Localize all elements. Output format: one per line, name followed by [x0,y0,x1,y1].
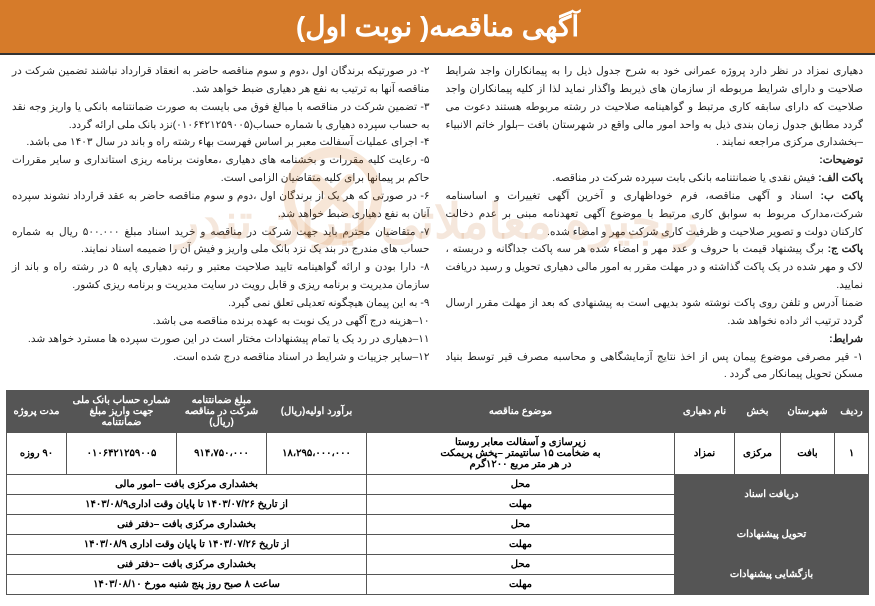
tables-section: ردیف شهرستان بخش نام دهیاری موضوع مناقصه… [0,390,875,601]
sched-val: ساعت ۸ صبح روز پنج شنبه مورخ ۱۴۰۳/۰۸/۱۰ [7,575,367,595]
condition-6: ۶- در صورتی که هر یک از برندگان اول ،دوم… [12,188,430,224]
sched-sub: مهلت [367,575,675,595]
intro-text: دهیاری نمزاد در نظر دارد پروژه عمرانی خو… [446,63,864,152]
th-account: شماره حساب بانک ملی جهت واریز مبلغ ضمانت… [67,391,177,433]
th-district: بخش [735,391,781,433]
cell-subject: زیرسازی و آسفالت معابر روستا به ضخامت ۱۵… [367,433,675,475]
packet-a-text: فیش نقدی یا ضمانتنامه بانکی بابت سپرده ش… [552,172,815,184]
condition-11: ۱۱–دهیاری در رد یک یا تمام پیشنهادات مخت… [12,331,430,349]
sched-val: از تاریخ ۱۴۰۳/۰۷/۲۶ تا پایان وقت اداری۱۴… [7,495,367,515]
th-subject: موضوع مناقصه [367,391,675,433]
sched-sub: محل [367,555,675,575]
cell-duration: ۹۰ روزه [7,433,67,475]
cell-village: نمزاد [675,433,735,475]
cell-district: مرکزی [735,433,781,475]
packet-b-label: پاکت ب: [821,190,863,202]
cell-estimate: ۱۸،۲۹۵،۰۰۰،۰۰۰ [267,433,367,475]
schedule-label-3: بازگشایی پیشنهادات [675,555,869,595]
packet-note: ضمنا آدرس و تلفن روی پاکت نوشته شود بدیه… [446,295,864,331]
packet-c-label: پاکت ج: [828,243,863,255]
main-tender-table: ردیف شهرستان بخش نام دهیاری موضوع مناقصه… [6,390,869,595]
condition-12: ۱۲–سایر جزییات و شرایط در اسناد مناقصه د… [12,349,430,367]
sched-val: بخشداری مرکزی بافت –دفتر فنی [7,515,367,535]
condition-2: ۲- در صورتیکه برندگان اول ،دوم و سوم منا… [12,63,430,99]
cell-num: ۱ [835,433,869,475]
sched-val: بخشداری مرکزی بافت –امور مالی [7,475,367,495]
schedule-label-1: دریافت اسناد [675,475,869,515]
conditions-label: شرایط: [829,333,863,345]
condition-4: ۴- اجرای عملیات آسفالت معبر بر اساس فهرس… [12,134,430,152]
schedule-row: بازگشایی پیشنهادات محل بخشداری مرکزی باف… [7,555,869,575]
table-row: ۱ بافت مرکزی نمزاد زیرسازی و آسفالت معاب… [7,433,869,475]
sched-val: بخشداری مرکزی بافت –دفتر فنی [7,555,367,575]
packet-b-text: اسناد و آگهی مناقصه، فرم خوداظهاری و آخر… [446,190,864,238]
cell-guarantee: ۹۱۴،۷۵۰،۰۰۰ [177,433,267,475]
subject-line1: زیرسازی و آسفالت معابر روستا [370,437,671,448]
condition-9: ۹- به این پیمان هیچگونه تعدیلی تعلق نمی … [12,295,430,313]
right-column: دهیاری نمزاد در نظر دارد پروژه عمرانی خو… [446,63,864,384]
condition-5: ۵- رعایت کلیه مقررات و بخشنامه های دهیار… [12,152,430,188]
th-guarantee: مبلغ ضمانتنامه شرکت در مناقصه (ریال) [177,391,267,433]
sched-sub: محل [367,475,675,495]
schedule-row: تحویل پیشنهادات محل بخشداری مرکزی بافت –… [7,515,869,535]
th-city: شهرستان [781,391,835,433]
th-duration: مدت پروژه [7,391,67,433]
sched-sub: مهلت [367,535,675,555]
sched-sub: مهلت [367,495,675,515]
condition-7: ۷- متقاضیان محترم باید جهت شرکت در مناقص… [12,224,430,260]
condition-3: ۳- تضمین شرکت در مناقصه با مبالغ فوق می … [12,99,430,135]
content-body: زنجیره معاملاتی ایران تندر دهیاری نمزاد … [0,55,875,390]
schedule-row: دریافت اسناد محل بخشداری مرکزی بافت –امو… [7,475,869,495]
tozihat-label: توضیحات: [819,154,863,166]
th-village: نام دهیاری [675,391,735,433]
tender-title: آگهی مناقصه( نوبت اول) [0,0,875,55]
condition-1: ۱- قیر مصرفی موضوع پیمان پس از اخذ نتایج… [446,349,864,385]
cell-city: بافت [781,433,835,475]
condition-8: ۸- دارا بودن و ارائه گواهینامه تایید صلا… [12,259,430,295]
schedule-label-2: تحویل پیشنهادات [675,515,869,555]
sched-sub: محل [367,515,675,535]
condition-10: ۱۰–هزینه درج آگهی در یک نوبت به عهده برن… [12,313,430,331]
th-estimate: برآورد اولیه(ریال) [267,391,367,433]
left-column: ۲- در صورتیکه برندگان اول ،دوم و سوم منا… [12,63,430,384]
sched-val: از تاریخ ۱۴۰۳/۰۷/۲۶ تا پایان وقت اداری ۱… [7,535,367,555]
packet-a-label: پاکت الف: [818,172,863,184]
packet-c-text: برگ پیشنهاد قیمت با حروف و عدد مهر و امض… [446,243,864,291]
subject-line2: به ضخامت ۱۵ سانتیمتر –پخش پریمکت [370,448,671,459]
subject-line3: در هر متر مربع ۱۲۰۰گرم [370,459,671,470]
cell-account: ۰۱۰۶۴۲۱۲۵۹۰۰۵ [67,433,177,475]
th-row: ردیف [835,391,869,433]
